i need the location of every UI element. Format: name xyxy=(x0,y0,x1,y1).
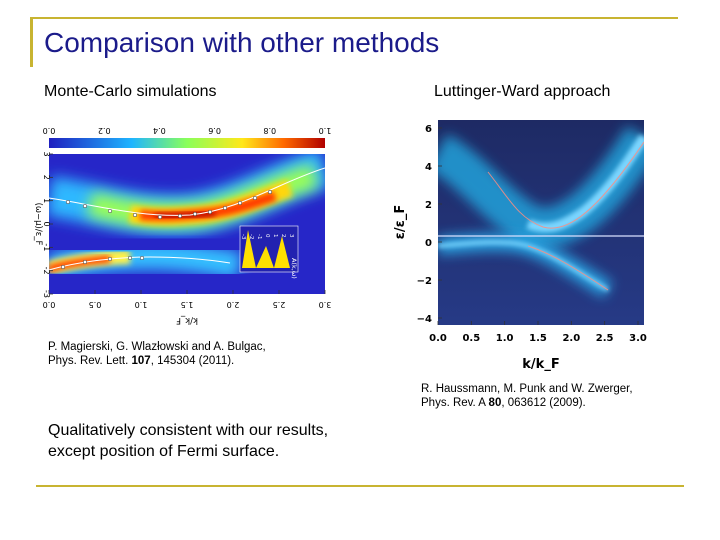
frame-left-rule xyxy=(30,17,33,67)
inset-spectrum xyxy=(242,230,290,268)
x-tick-label: 2.5 xyxy=(273,300,286,309)
slide-title: Comparison with other methods xyxy=(44,27,440,58)
y-tick-label: -1 xyxy=(42,243,51,251)
y-tick-label: −2 xyxy=(417,276,432,287)
x-tick-label: 2.0 xyxy=(562,333,580,344)
y-tick-label: 3 xyxy=(42,151,51,156)
right-ref-volume: 80 xyxy=(488,397,502,409)
x-tick-label: 3.0 xyxy=(319,300,332,309)
frame-bottom-rule xyxy=(36,485,684,487)
x-tick-label: 0.0 xyxy=(429,333,447,344)
x-tick-label: 0.5 xyxy=(462,333,480,344)
inset-tick-label: -1 xyxy=(256,234,262,239)
y-tick-label: -3 xyxy=(42,290,51,298)
right-reference-authors: R. Haussmann, M. Punk and W. Zwerger, xyxy=(421,383,633,395)
left-reference: P. Magierski, G. Wlazłowski and A. Bulga… xyxy=(48,340,266,368)
left-reference-authors: P. Magierski, G. Wlazłowski and A. Bulga… xyxy=(48,341,266,353)
y-tick-label: 0 xyxy=(425,238,432,249)
x-tick-label: 3.0 xyxy=(629,333,647,344)
y-axis-label: ε/ε_F xyxy=(393,205,408,240)
y-tick-label: 6 xyxy=(425,124,432,135)
y-tick-label: -2 xyxy=(42,267,51,275)
frame-top-rule xyxy=(30,17,678,19)
colorbar-tick-label: 0.6 xyxy=(208,126,221,135)
x-axis-label: k/k_F xyxy=(176,315,198,325)
luttinger-ward-figure: 6 4 2 0 −2 −4 ε/ε_F 0.0 0.5 1.0 1.5 2.0 2.5 3.0 k/k… xyxy=(393,120,647,372)
inset-tick-label: 1 xyxy=(272,234,278,238)
y-tick-label: 2 xyxy=(425,200,432,211)
colorbar xyxy=(49,138,325,148)
x-tick-label: 1.0 xyxy=(135,300,148,309)
right-reference-journal: Phys. Rev. A 80, 063612 (2009). xyxy=(421,396,633,410)
inset-tick-label: 3 xyxy=(288,234,294,238)
monte-carlo-figure: 0.0 0.2 0.4 0.6 0.8 1.0 -3 -2 -1 0 1 2 3 A(k,ω) 321… xyxy=(33,126,332,325)
left-ref-volume: 107 xyxy=(131,355,151,367)
x-tick-label: 2.0 xyxy=(227,300,240,309)
colorbar-tick-label: 0.0 xyxy=(43,126,56,135)
left-reference-journal: Phys. Rev. Lett. 107, 145304 (2011). xyxy=(48,354,266,368)
inset-tick-label: 2 xyxy=(280,234,286,238)
right-ref-pages: , 063612 (2009). xyxy=(501,397,586,409)
y-tick-label: 0 xyxy=(42,221,51,226)
right-heading: Luttinger-Ward approach xyxy=(434,83,611,100)
colorbar-tick-label: 0.2 xyxy=(98,126,111,135)
colorbar-tick-label: 0.4 xyxy=(153,126,166,135)
y-tick-label: 2 xyxy=(42,175,51,180)
left-ref-pages: , 145304 (2011). xyxy=(150,355,235,367)
x-tick-label: 0.0 xyxy=(43,300,56,309)
x-tick-label: 2.5 xyxy=(596,333,614,344)
inset-tick-label: -2 xyxy=(248,234,254,239)
right-reference: R. Haussmann, M. Punk and W. Zwerger, Ph… xyxy=(421,382,633,410)
y-tick-label: −4 xyxy=(417,314,432,325)
conclusion-text: Qualitatively consistent with our result… xyxy=(48,420,328,462)
colorbar-tick-label: 0.8 xyxy=(263,126,276,135)
x-tick-label: 1.0 xyxy=(496,333,514,344)
colorbar-tick-label: 1.0 xyxy=(319,126,332,135)
inset-label: A(k,ω) xyxy=(290,258,298,279)
conclusion-line-1: Qualitatively consistent with our result… xyxy=(48,422,329,439)
y-tick-label: 4 xyxy=(425,162,432,173)
x-tick-label: 1.5 xyxy=(181,300,194,309)
x-axis-label: k/k_F xyxy=(522,357,559,372)
conclusion-line-2: except position of Fermi surface. xyxy=(48,443,280,460)
x-tick-label: 0.5 xyxy=(89,300,102,309)
left-heading: Monte-Carlo simulations xyxy=(44,83,217,100)
y-axis-label: (ω−μ)/ε_F xyxy=(33,203,43,246)
left-ref-journal-name: Phys. Rev. Lett. xyxy=(48,355,132,367)
x-tick-label: 1.5 xyxy=(529,333,547,344)
y-tick-label: 1 xyxy=(42,198,51,203)
inset-tick-label: -3 xyxy=(240,234,246,240)
right-ref-journal-name: Phys. Rev. A xyxy=(421,397,489,409)
inset-tick-label: 0 xyxy=(264,234,270,238)
